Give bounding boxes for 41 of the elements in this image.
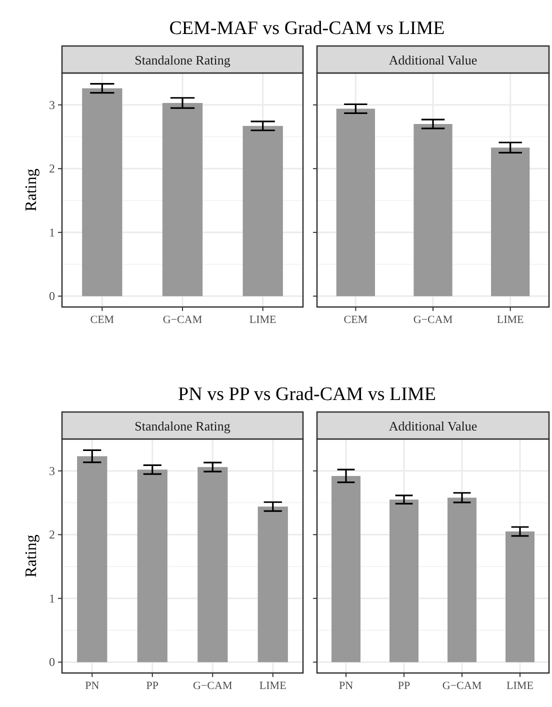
y-tick-label: 0 [49,655,55,670]
x-tick-label: PN [338,680,354,692]
y-tick-label: 2 [49,162,55,176]
y-axis-title: Rating [23,534,40,578]
x-tick-label: PN [85,680,100,692]
x-tick-label: G−CAM [193,680,232,692]
chart-title: PN vs PP vs Grad-CAM vs LIME [178,384,436,405]
x-tick-label: LIME [496,314,524,326]
x-tick-label: G−CAM [162,314,202,326]
chart-subtitle: Standalone Rating [134,52,231,68]
y-tick-label: 1 [49,591,55,606]
y-tick-label: 1 [49,225,55,240]
x-tick-label: G−CAM [413,314,453,326]
bar [198,467,228,662]
bar [390,500,418,662]
x-tick-label: LIME [506,680,534,692]
bar [82,88,122,296]
bar [506,531,534,662]
y-tick-label: 0 [49,289,55,304]
x-tick-label: PP [146,680,158,692]
chart-title: CEM-MAF vs Grad-CAM vs LIME [169,18,445,39]
chart-subtitle: Standalone Rating [134,418,231,434]
y-tick-label: 2 [49,528,55,542]
x-tick-label: LIME [259,680,287,692]
y-axis-title: Rating [23,168,40,212]
x-tick-label: LIME [249,314,277,326]
x-tick-label: CEM [90,314,114,326]
x-tick-label: CEM [344,314,368,326]
y-tick-label: 3 [49,464,55,478]
x-tick-label: PP [398,680,410,692]
x-tick-label: G−CAM [442,680,482,692]
bar [77,456,108,662]
bar [162,102,203,296]
bar [242,126,283,296]
bar [332,476,360,662]
bar [137,470,168,662]
bar [258,506,288,662]
chart-subtitle: Additional Value [388,52,478,68]
chart-subtitle: Additional Value [388,418,478,434]
bar [448,498,476,662]
y-tick-label: 3 [49,98,55,112]
